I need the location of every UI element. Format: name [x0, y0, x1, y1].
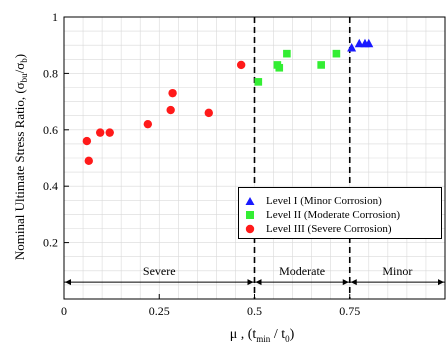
triangle-marker-icon	[245, 196, 255, 205]
x-tick-label: 0.75	[339, 304, 360, 318]
data-point-level-1	[364, 38, 374, 48]
data-point-level-1	[347, 43, 357, 52]
data-point-level-2	[254, 78, 263, 86]
legend-item-level-1: Level I (Minor Corrosion)	[245, 193, 382, 208]
x-tick-label: 0	[61, 304, 67, 318]
legend-label-level-2: Level II (Moderate Corrosion)	[266, 208, 401, 221]
region-label: Severe	[143, 264, 176, 278]
arrow-head-icon	[65, 279, 71, 286]
legend-item-level-3: Level III (Severe Corrosion)	[245, 221, 392, 236]
y-tick-label: 0.4	[43, 179, 58, 193]
region-label: Minor	[382, 264, 412, 278]
circle-marker-icon	[245, 224, 255, 233]
data-point-level-3	[168, 88, 177, 98]
arrow-head-icon	[350, 279, 357, 286]
y-tick-label: 1	[52, 10, 58, 24]
arrow-head-icon	[342, 279, 349, 286]
arrow-head-icon	[438, 279, 444, 286]
x-axis-title: μ , (tmin / t0)	[230, 327, 295, 344]
y-tick-label: 0.8	[43, 66, 58, 80]
data-point-level-2	[332, 49, 341, 58]
axis-ticks: 0 0.25 0.5 0.75 0.2 0.4 0.6 0.8 1	[43, 10, 360, 318]
data-point-level-2	[283, 49, 291, 58]
data-point-level-3	[236, 60, 246, 70]
arrow-head-icon	[247, 279, 254, 286]
region-label: Moderate	[279, 264, 325, 278]
data-point-level-3	[105, 128, 114, 137]
legend-label-level-3: Level III (Severe Corrosion)	[266, 222, 392, 235]
threshold-lines	[253, 17, 351, 299]
y-axis-title: Nominal Ultimate Stress Ratio, (σbu/σb)	[12, 54, 29, 260]
data-points	[82, 38, 374, 166]
data-point-level-3	[82, 136, 92, 146]
data-point-level-3	[143, 119, 153, 129]
x-tick-label: 0.25	[149, 304, 170, 318]
data-point-level-2	[275, 63, 284, 72]
legend: Level I (Minor Corrosion) Level II (Mode…	[238, 187, 442, 239]
data-point-level-3	[204, 108, 213, 118]
x-tick-label: 0.5	[247, 304, 262, 318]
square-marker-icon	[246, 210, 254, 219]
legend-item-level-2: Level II (Moderate Corrosion)	[245, 207, 400, 222]
data-point-level-1	[354, 38, 364, 48]
data-point-level-3	[95, 128, 105, 137]
data-point-level-3	[84, 156, 93, 166]
arrow-head-icon	[255, 279, 262, 286]
legend-label-level-1: Level I (Minor Corrosion)	[266, 194, 382, 207]
region-markers: Severe Moderate Minor	[64, 264, 445, 286]
y-tick-label: 0.6	[43, 123, 58, 137]
data-point-level-2	[317, 61, 325, 69]
data-point-level-3	[166, 105, 175, 115]
y-tick-label: 0.2	[43, 236, 58, 250]
